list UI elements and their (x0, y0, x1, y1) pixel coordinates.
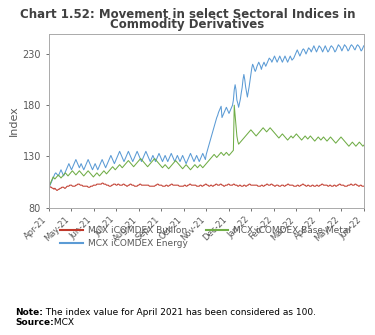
Y-axis label: Index: Index (9, 105, 18, 136)
MCX iCOMDEX Bullion (238, 183, 243, 187)
Legend: MCX iCOMDEX Bullion, MCX iCOMDEX Energy, MCX iCOMDEX Base Metal: MCX iCOMDEX Bullion, MCX iCOMDEX Energy,… (53, 218, 358, 256)
MCX iCOMDEX Bullion (107, 184, 111, 188)
MCX iCOMDEX Base Metal (46, 185, 51, 189)
MCX iCOMDEX Bullion (56, 187, 61, 191)
Text: Note:: Note: (15, 308, 43, 317)
MCX iCOMDEX Energy (105, 161, 110, 165)
MCX iCOMDEX Bullion (245, 183, 250, 187)
MCX iCOMDEX Bullion (325, 183, 329, 187)
MCX iCOMDEX Bullion (362, 184, 366, 188)
MCX iCOMDEX Energy (46, 185, 51, 189)
MCX iCOMDEX Base Metal (237, 141, 242, 145)
Text: MCX: MCX (51, 318, 74, 327)
MCX iCOMDEX Energy (362, 44, 366, 48)
Text: Source:: Source: (15, 318, 54, 327)
MCX iCOMDEX Energy (323, 44, 327, 48)
MCX iCOMDEX Bullion (46, 185, 51, 189)
Line: MCX iCOMDEX Bullion: MCX iCOMDEX Bullion (49, 183, 364, 190)
MCX iCOMDEX Base Metal (232, 103, 237, 107)
Text: Commodity Derivatives: Commodity Derivatives (110, 18, 265, 31)
MCX iCOMDEX Energy (243, 85, 248, 89)
MCX iCOMDEX Energy (236, 105, 241, 109)
Line: MCX iCOMDEX Energy: MCX iCOMDEX Energy (49, 45, 364, 187)
MCX iCOMDEX Base Metal (226, 152, 230, 156)
Text: The index value for April 2021 has been considered as 100.: The index value for April 2021 has been … (43, 308, 316, 317)
MCX iCOMDEX Base Metal (244, 133, 249, 137)
MCX iCOMDEX Base Metal (105, 171, 110, 175)
MCX iCOMDEX Energy (55, 173, 60, 177)
Text: Chart 1.52: Movement in select Sectoral Indices in: Chart 1.52: Movement in select Sectoral … (20, 8, 355, 21)
Line: MCX iCOMDEX Base Metal: MCX iCOMDEX Base Metal (49, 105, 364, 187)
MCX iCOMDEX Energy (336, 43, 340, 47)
MCX iCOMDEX Bullion (100, 181, 104, 185)
MCX iCOMDEX Base Metal (55, 174, 60, 178)
MCX iCOMDEX Base Metal (324, 138, 328, 142)
MCX iCOMDEX Bullion (54, 188, 59, 192)
MCX iCOMDEX Bullion (228, 183, 232, 187)
MCX iCOMDEX Base Metal (362, 143, 366, 147)
MCX iCOMDEX Energy (226, 109, 230, 113)
